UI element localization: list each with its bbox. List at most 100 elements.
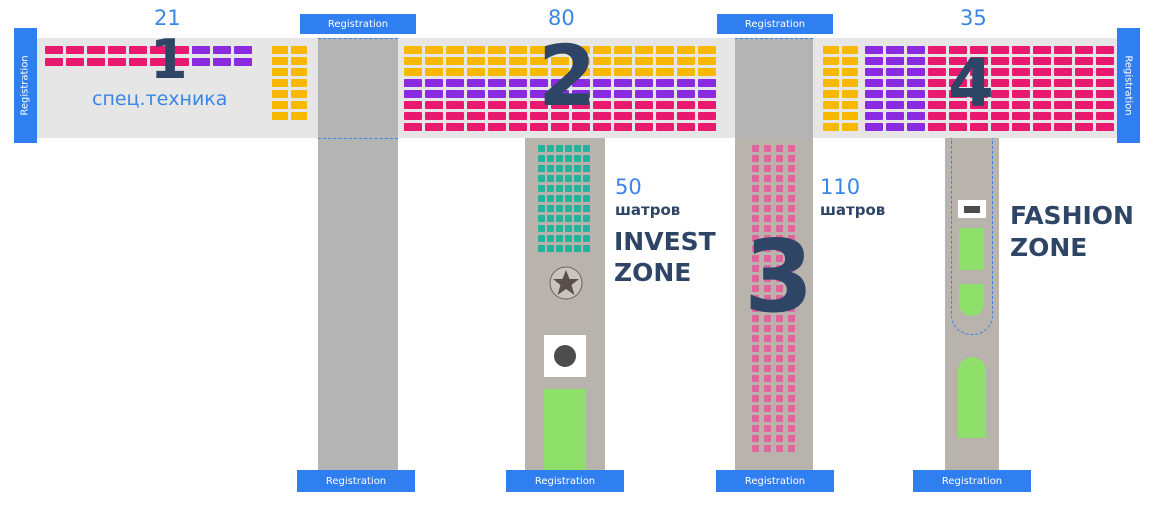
booth — [752, 165, 759, 172]
booth — [823, 101, 839, 109]
booth — [764, 385, 771, 392]
registration-top-right-label: Registration — [744, 18, 806, 30]
booth — [556, 215, 563, 222]
zone1-count: 21 — [154, 6, 181, 30]
booth — [572, 68, 590, 76]
booth — [488, 123, 506, 131]
booth — [291, 68, 307, 76]
booth — [991, 68, 1009, 76]
booth — [698, 79, 716, 87]
booth — [656, 90, 674, 98]
booth — [776, 245, 783, 252]
booth — [547, 165, 554, 172]
booth — [776, 365, 783, 372]
zone-number-2: 2 — [538, 27, 597, 125]
booth — [635, 68, 653, 76]
zone-number-3: 3 — [744, 218, 814, 335]
registration-top-left[interactable]: Registration — [300, 14, 416, 34]
booth — [446, 57, 464, 65]
booth — [530, 90, 548, 98]
booth — [635, 112, 653, 120]
booth — [764, 205, 771, 212]
booth — [66, 58, 84, 66]
registration-left[interactable]: Registration — [14, 28, 37, 143]
booth — [1096, 79, 1114, 87]
corridor-right — [735, 38, 813, 138]
booth — [556, 245, 563, 252]
booth — [593, 90, 611, 98]
booth — [677, 101, 695, 109]
registration-bottom-2[interactable]: Registration — [506, 470, 624, 492]
booth — [547, 205, 554, 212]
booth — [1096, 90, 1114, 98]
booth — [583, 145, 590, 152]
booth — [865, 46, 883, 54]
booth — [593, 101, 611, 109]
registration-bottom-4[interactable]: Registration — [913, 470, 1031, 492]
booth — [1033, 101, 1051, 109]
booth — [752, 205, 759, 212]
booth — [108, 58, 126, 66]
booth — [291, 46, 307, 54]
invest-title-line1: INVEST — [614, 227, 716, 256]
booth — [129, 46, 147, 54]
fashion-green-3 — [958, 357, 986, 438]
booth — [752, 385, 759, 392]
booth — [572, 123, 590, 131]
booth — [556, 175, 563, 182]
booth — [776, 195, 783, 202]
booth — [530, 112, 548, 120]
booth — [823, 112, 839, 120]
booth — [635, 79, 653, 87]
registration-bottom-3[interactable]: Registration — [716, 470, 834, 492]
booth — [865, 112, 883, 120]
booth — [1012, 68, 1030, 76]
booth — [698, 46, 716, 54]
booth — [842, 101, 858, 109]
booth — [538, 225, 545, 232]
registration-bottom-3-label: Registration — [744, 475, 806, 487]
booth — [776, 305, 783, 312]
booth — [404, 112, 422, 120]
booth — [614, 46, 632, 54]
booth — [635, 101, 653, 109]
booth — [752, 345, 759, 352]
booth — [752, 265, 759, 272]
booth — [1054, 90, 1072, 98]
booth — [928, 123, 946, 131]
registration-top-right[interactable]: Registration — [717, 14, 833, 34]
corridor-right-dash-top — [735, 38, 813, 39]
booth — [556, 205, 563, 212]
booth — [1054, 68, 1072, 76]
booth — [764, 285, 771, 292]
booth — [583, 205, 590, 212]
booth — [572, 90, 590, 98]
booth — [865, 101, 883, 109]
booth — [949, 101, 967, 109]
booth — [886, 101, 904, 109]
booth — [574, 155, 581, 162]
booth — [907, 68, 925, 76]
booth — [538, 175, 545, 182]
registration-bottom-1[interactable]: Registration — [297, 470, 415, 492]
booth — [614, 112, 632, 120]
registration-right[interactable]: Registration — [1117, 28, 1140, 143]
booth — [788, 155, 795, 162]
booth — [788, 445, 795, 452]
booth — [776, 425, 783, 432]
booth — [583, 155, 590, 162]
booth — [752, 235, 759, 242]
booth — [764, 185, 771, 192]
corridor-left-dash-bottom — [318, 138, 398, 139]
booth — [1096, 46, 1114, 54]
booth — [823, 79, 839, 87]
booth — [656, 57, 674, 65]
booth — [1033, 90, 1051, 98]
booth — [488, 46, 506, 54]
booth — [788, 325, 795, 332]
booth — [788, 425, 795, 432]
booth — [788, 235, 795, 242]
booth — [425, 68, 443, 76]
booth — [272, 57, 288, 65]
zone2-count: 80 — [548, 6, 575, 30]
